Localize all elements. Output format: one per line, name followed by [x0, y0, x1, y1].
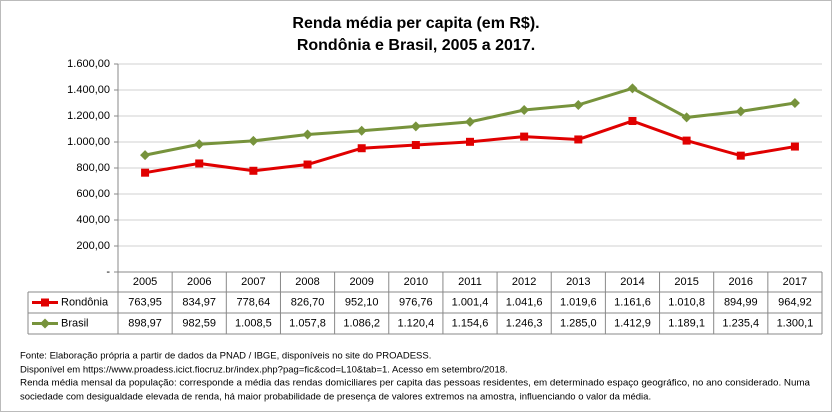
x-tick-label: 2007	[241, 276, 265, 288]
marker	[790, 142, 799, 151]
x-tick-label: 2016	[729, 276, 753, 288]
table-cell: 1.008,5	[235, 317, 272, 329]
table-cell: 1.086,2	[343, 317, 380, 329]
marker	[410, 121, 421, 132]
note: Renda média mensal da população: corresp…	[20, 378, 811, 389]
table-cell: 1.235,4	[722, 317, 759, 329]
note: Fonte: Elaboração própria a partir de da…	[20, 351, 431, 362]
marker	[789, 97, 800, 108]
chart-title: Renda média per capita (em R$).	[292, 15, 539, 32]
table-cell: 1.285,0	[560, 317, 597, 329]
marker	[357, 144, 366, 153]
note: sociedade com desigualdade elevada de re…	[20, 392, 651, 403]
x-tick-label: 2012	[512, 276, 536, 288]
marker	[466, 137, 474, 146]
x-tick-label: 2013	[566, 276, 590, 288]
marker	[628, 116, 637, 125]
table-cell: 1.120,4	[397, 317, 434, 329]
x-tick-label: 2010	[404, 276, 428, 288]
marker	[627, 83, 638, 94]
marker	[140, 150, 151, 161]
x-tick-label: 2009	[349, 276, 373, 288]
legend-marker	[41, 298, 49, 307]
marker	[735, 106, 746, 117]
legend-marker	[40, 318, 50, 329]
table-cell: 1.412,9	[614, 317, 651, 329]
x-tick-label: 2008	[295, 276, 319, 288]
table-cell: 1.300,1	[777, 317, 814, 329]
marker	[249, 166, 258, 175]
table-cell: 1.161,6	[614, 296, 651, 308]
note: Disponível em https://www.proadess.icict…	[20, 365, 508, 376]
marker	[195, 159, 204, 168]
table-cell: 1.189,1	[668, 317, 705, 329]
marker	[302, 129, 313, 140]
table-cell: 1.001,4	[452, 296, 489, 308]
y-tick-label: 600,00	[76, 188, 110, 200]
table-cell: 1.041,6	[506, 296, 543, 308]
marker	[194, 139, 205, 150]
marker	[303, 160, 312, 169]
marker	[681, 112, 692, 123]
table-cell: 1.019,6	[560, 296, 597, 308]
table-cell: 894,99	[724, 296, 758, 308]
marker	[248, 135, 259, 146]
marker	[573, 99, 584, 110]
legend-label: Brasil	[61, 317, 89, 329]
y-tick-label: 1.000,00	[67, 136, 110, 148]
table-cell: 976,76	[399, 296, 433, 308]
table-cell: 898,97	[128, 317, 162, 329]
table-cell: 1.246,3	[506, 317, 543, 329]
table-cell: 1.154,6	[452, 317, 489, 329]
y-tick-label: 400,00	[76, 214, 110, 226]
table-cell: 778,64	[237, 296, 271, 308]
marker	[356, 125, 367, 136]
table-cell: 1.010,8	[668, 296, 705, 308]
y-tick-label: 200,00	[76, 240, 110, 252]
marker	[520, 132, 529, 141]
marker	[411, 141, 420, 150]
table-cell: 982,59	[182, 317, 216, 329]
table-cell: 763,95	[128, 296, 162, 308]
marker	[736, 151, 745, 160]
x-tick-label: 2017	[783, 276, 807, 288]
table-cell: 826,70	[291, 296, 325, 308]
marker	[141, 168, 150, 177]
table-cell: 1.057,8	[289, 317, 326, 329]
x-tick-label: 2006	[187, 276, 211, 288]
x-tick-label: 2005	[133, 276, 157, 288]
marker	[682, 136, 691, 145]
chart-subtitle: Rondônia e Brasil, 2005 a 2017.	[297, 37, 535, 54]
marker	[519, 104, 530, 115]
x-tick-label: 2014	[620, 276, 644, 288]
y-tick-label: 1.200,00	[67, 110, 110, 122]
y-tick-label: 800,00	[76, 162, 110, 174]
table-cell: 952,10	[345, 296, 379, 308]
y-tick-label: 1.400,00	[67, 84, 110, 96]
y-tick-label: 1.600,00	[67, 58, 110, 70]
table-cell: 834,97	[182, 296, 216, 308]
marker	[465, 116, 475, 127]
y-tick-label: -	[106, 266, 110, 278]
x-tick-label: 2015	[674, 276, 698, 288]
marker	[574, 135, 583, 144]
x-tick-label: 2011	[458, 276, 482, 288]
table-cell: 964,92	[778, 296, 812, 308]
legend-label: Rondônia	[61, 296, 109, 308]
